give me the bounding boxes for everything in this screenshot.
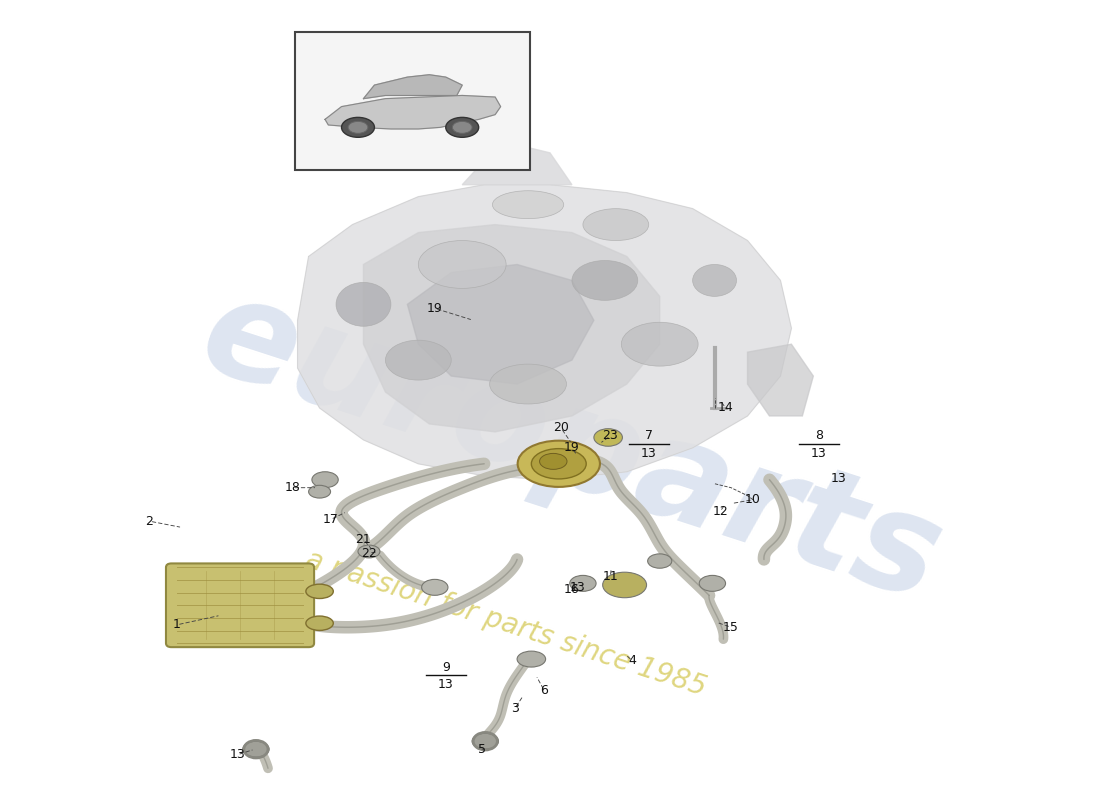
Ellipse shape: [358, 545, 379, 558]
Ellipse shape: [603, 572, 647, 598]
Text: 11: 11: [603, 570, 618, 583]
Text: 14: 14: [717, 402, 734, 414]
Text: 15: 15: [723, 621, 739, 634]
Text: 13: 13: [641, 447, 657, 460]
Ellipse shape: [583, 209, 649, 241]
Text: 21: 21: [355, 533, 372, 546]
Text: 2: 2: [145, 514, 154, 528]
FancyBboxPatch shape: [166, 563, 315, 647]
Text: 10: 10: [745, 493, 761, 506]
Ellipse shape: [693, 265, 737, 296]
Text: europarts: europarts: [186, 265, 958, 630]
Text: 1: 1: [173, 618, 180, 631]
Polygon shape: [462, 145, 572, 185]
Ellipse shape: [540, 454, 566, 470]
Text: 9: 9: [442, 661, 450, 674]
Ellipse shape: [452, 122, 472, 134]
Ellipse shape: [700, 575, 726, 591]
Text: 17: 17: [322, 513, 339, 526]
Ellipse shape: [348, 122, 367, 134]
Ellipse shape: [312, 472, 338, 488]
Ellipse shape: [341, 118, 374, 138]
Text: 16: 16: [564, 583, 580, 596]
Ellipse shape: [336, 282, 390, 326]
Ellipse shape: [306, 616, 333, 630]
Text: 18: 18: [284, 481, 300, 494]
Ellipse shape: [518, 441, 600, 487]
Polygon shape: [326, 95, 500, 129]
Text: 19: 19: [427, 302, 442, 315]
Text: a passion for parts since 1985: a passion for parts since 1985: [302, 545, 710, 702]
Ellipse shape: [309, 486, 331, 498]
Ellipse shape: [418, 241, 506, 288]
Text: 13: 13: [438, 678, 453, 691]
Polygon shape: [363, 225, 660, 432]
Ellipse shape: [385, 340, 451, 380]
Ellipse shape: [572, 261, 638, 300]
Text: 22: 22: [361, 546, 377, 559]
Ellipse shape: [621, 322, 698, 366]
Polygon shape: [298, 185, 791, 480]
Text: 7: 7: [645, 430, 652, 442]
Ellipse shape: [243, 742, 270, 757]
Text: 23: 23: [603, 430, 618, 442]
Text: 4: 4: [628, 654, 636, 667]
FancyBboxPatch shape: [296, 32, 530, 170]
Polygon shape: [407, 265, 594, 384]
Text: 13: 13: [811, 447, 827, 460]
Ellipse shape: [472, 734, 498, 749]
Ellipse shape: [648, 554, 672, 568]
Polygon shape: [363, 74, 462, 98]
Ellipse shape: [570, 575, 596, 591]
Text: 8: 8: [815, 430, 823, 442]
Text: 13: 13: [230, 748, 245, 762]
Text: 3: 3: [512, 702, 519, 715]
Text: 20: 20: [553, 422, 569, 434]
Ellipse shape: [446, 118, 478, 138]
Text: 13: 13: [830, 472, 846, 485]
Text: 5: 5: [478, 742, 486, 756]
Ellipse shape: [306, 584, 333, 598]
Ellipse shape: [531, 449, 586, 479]
Ellipse shape: [490, 364, 566, 404]
Ellipse shape: [517, 651, 546, 667]
Ellipse shape: [493, 190, 563, 218]
Text: 12: 12: [712, 505, 728, 518]
Text: 19: 19: [564, 442, 580, 454]
Text: 13: 13: [570, 581, 585, 594]
Ellipse shape: [594, 429, 623, 446]
Ellipse shape: [421, 579, 448, 595]
Text: 6: 6: [540, 685, 549, 698]
Polygon shape: [748, 344, 813, 416]
